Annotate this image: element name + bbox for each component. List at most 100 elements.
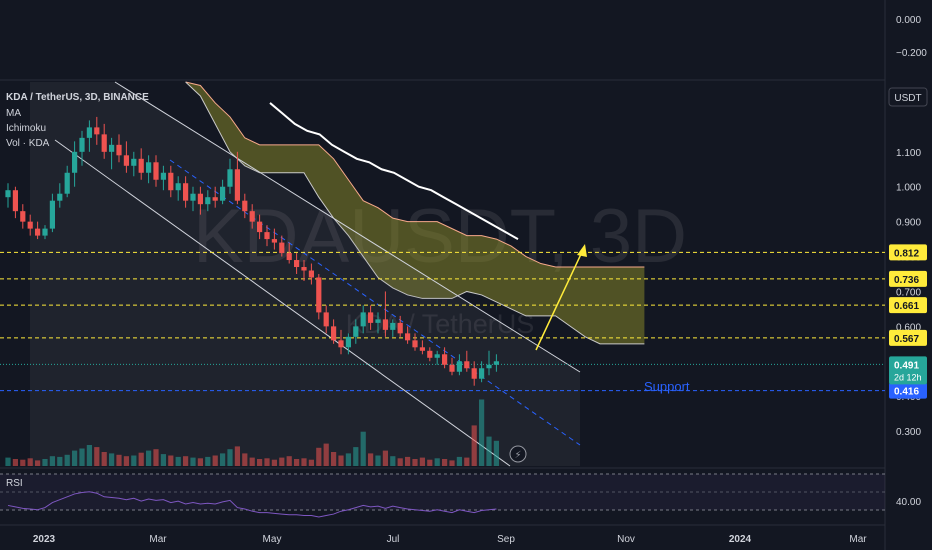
channel-upper-line bbox=[114, 81, 581, 373]
volume-bar bbox=[175, 456, 181, 466]
volume-bar bbox=[5, 457, 11, 466]
symbol-title: KDA / TetherUS, 3D, BINANCE bbox=[6, 92, 149, 103]
volume-bar bbox=[316, 447, 322, 466]
volume-bar bbox=[138, 452, 144, 466]
volume-bar bbox=[153, 449, 159, 466]
lightning-icon bbox=[509, 445, 527, 463]
candle-body bbox=[175, 183, 181, 191]
ichimoku-span-b bbox=[185, 81, 645, 345]
level-label-text: 0.567 bbox=[894, 334, 919, 345]
volume-bar bbox=[212, 455, 218, 466]
volume-bar bbox=[397, 458, 403, 466]
volume-bar bbox=[146, 450, 152, 466]
candle-body bbox=[12, 190, 18, 212]
candle-body bbox=[227, 169, 233, 187]
volume-bar bbox=[20, 459, 26, 466]
currency-button-label[interactable]: USDT bbox=[894, 93, 921, 104]
candle-body bbox=[242, 200, 248, 212]
volume-bar bbox=[412, 459, 418, 466]
ichimoku-span-a bbox=[185, 81, 645, 268]
volume-bar bbox=[220, 453, 226, 466]
price-axis-tick: 0.700 bbox=[896, 287, 921, 298]
candle-body bbox=[220, 186, 226, 201]
candle-body bbox=[493, 361, 499, 365]
candle-body bbox=[486, 364, 492, 369]
time-axis-label: 2024 bbox=[729, 534, 752, 545]
volume-bar bbox=[131, 455, 137, 466]
candle-body bbox=[382, 319, 388, 330]
candle-body bbox=[35, 228, 41, 236]
volume-bar bbox=[190, 457, 196, 466]
volume-bar bbox=[42, 459, 48, 466]
volume-bar bbox=[197, 458, 203, 466]
candle-body bbox=[419, 347, 425, 351]
time-axis[interactable]: 2023 Mar May Jul Sep Nov 2024 Mar bbox=[33, 534, 867, 545]
volume-bar bbox=[264, 458, 270, 466]
rsi-pane: RSI bbox=[0, 473, 885, 518]
candle-body bbox=[345, 336, 351, 348]
candle-body bbox=[279, 242, 285, 254]
candle-body bbox=[434, 354, 440, 358]
price-axis[interactable]: 0.000−0.20040.001.1001.0000.9000.8000.70… bbox=[888, 15, 928, 508]
volume-bar bbox=[116, 454, 122, 466]
volume-bar bbox=[12, 459, 18, 466]
candle-body bbox=[390, 322, 396, 330]
candle-body bbox=[109, 144, 115, 152]
level-label-tag bbox=[889, 244, 927, 261]
volume-bar bbox=[486, 436, 492, 466]
volume-bar bbox=[338, 455, 344, 466]
candle-body bbox=[5, 190, 11, 198]
volume-bar bbox=[27, 458, 33, 466]
level-label-text: 0.661 bbox=[894, 301, 919, 312]
level-label-text: 0.736 bbox=[894, 275, 919, 286]
current-price-countdown: 2d 12h bbox=[894, 372, 922, 382]
candle-body bbox=[116, 144, 122, 156]
price-axis-tick: 1.000 bbox=[896, 183, 921, 194]
volume-bar bbox=[123, 456, 129, 466]
moving-average-line bbox=[269, 102, 519, 240]
candle-body bbox=[316, 277, 322, 313]
candle-body bbox=[72, 151, 78, 173]
current-price-tag bbox=[889, 356, 927, 385]
currency-button[interactable] bbox=[888, 87, 928, 107]
volume-bar bbox=[249, 457, 255, 466]
volume-bar bbox=[64, 454, 70, 466]
volume-bar bbox=[79, 448, 85, 466]
candle-body bbox=[479, 368, 485, 379]
volume-bar bbox=[57, 456, 63, 466]
rsi-axis-tick: 40.00 bbox=[896, 497, 921, 508]
candle-body bbox=[153, 162, 159, 180]
candle-body bbox=[397, 322, 403, 334]
channel-midline bbox=[169, 159, 581, 446]
candle-body bbox=[271, 239, 277, 243]
candle-body bbox=[190, 193, 196, 201]
candle-body bbox=[138, 158, 144, 173]
candle-body bbox=[405, 333, 411, 341]
volume-bar bbox=[345, 453, 351, 466]
volume-bar bbox=[168, 455, 174, 466]
ichimoku-cloud bbox=[185, 82, 645, 344]
time-axis-label: 2023 bbox=[33, 534, 56, 545]
macd-axis-tick: −0.200 bbox=[896, 48, 927, 59]
volume-bar bbox=[183, 456, 189, 466]
candle-body bbox=[234, 169, 240, 201]
candle-body bbox=[301, 267, 307, 271]
volume-bar bbox=[382, 450, 388, 466]
time-axis-label: Sep bbox=[497, 534, 515, 545]
candle-body bbox=[20, 211, 26, 222]
candle-body bbox=[360, 312, 366, 327]
time-axis-label: Nov bbox=[617, 534, 635, 545]
candle-body bbox=[64, 172, 70, 194]
candle-body bbox=[412, 340, 418, 348]
volume-bar bbox=[434, 458, 440, 466]
volume-bar bbox=[205, 456, 211, 466]
candle-body bbox=[94, 127, 100, 135]
volume-bar bbox=[242, 453, 248, 466]
volume-bar bbox=[479, 399, 485, 466]
volume-bar bbox=[331, 452, 337, 466]
candle-body bbox=[368, 312, 374, 323]
price-axis-tick: 0.900 bbox=[896, 218, 921, 229]
candle-body bbox=[27, 221, 33, 229]
